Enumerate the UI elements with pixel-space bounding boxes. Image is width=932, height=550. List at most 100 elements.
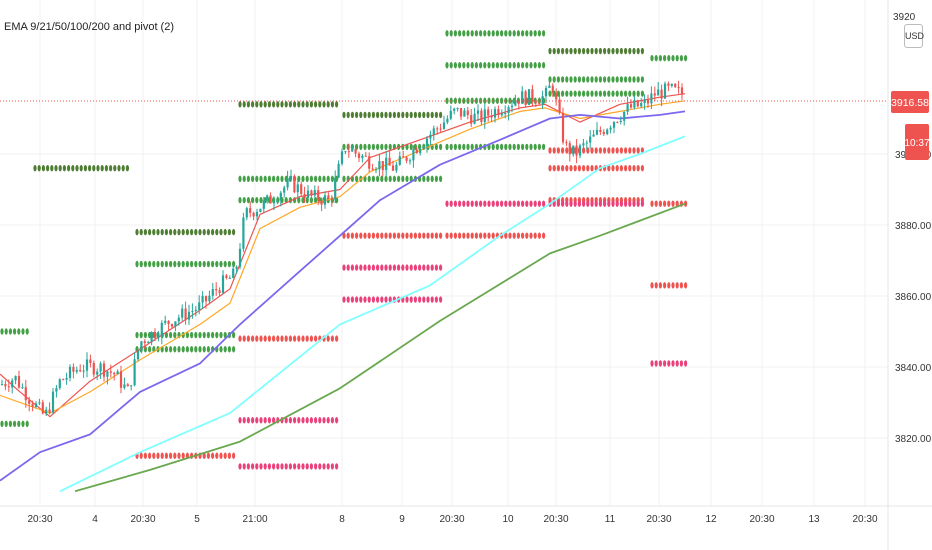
candle-body — [351, 149, 354, 152]
pivot-dot — [504, 97, 508, 104]
pivot-dot — [542, 200, 546, 207]
pivot-dot — [251, 196, 255, 204]
pivot-dot — [611, 90, 615, 97]
pivot-dot — [223, 346, 227, 353]
candle-body — [538, 103, 541, 105]
candle-body — [446, 118, 449, 123]
pivot-dot — [453, 97, 457, 104]
pivot-dot — [152, 260, 156, 268]
pivot-dot — [466, 62, 470, 69]
ema-line-ema9 — [0, 93, 686, 418]
pivot-dot — [181, 228, 185, 236]
pivot-dot — [529, 62, 533, 69]
countdown-label: 10:37 — [904, 138, 929, 149]
candle-body — [354, 149, 357, 154]
pivot-dot — [466, 30, 470, 37]
pivot-dot — [259, 335, 263, 342]
pivot-dot — [169, 260, 173, 268]
pivot-dot — [491, 30, 495, 37]
pivot-dot — [198, 331, 202, 339]
candle-body — [555, 92, 558, 100]
candle-body — [215, 289, 218, 291]
candle-body — [303, 193, 306, 199]
pivot-dot — [611, 200, 615, 207]
candle-body — [72, 366, 75, 372]
pivot-dot — [314, 101, 318, 108]
pivot-dot — [573, 47, 577, 55]
pivot-dot — [542, 62, 546, 69]
candle-body — [371, 168, 374, 170]
pivot-dot — [650, 282, 654, 289]
candle-body — [606, 129, 609, 135]
currency-button[interactable]: USD — [904, 24, 924, 48]
pivot-dot — [663, 200, 667, 207]
candle-body — [660, 89, 663, 99]
pivot-level — [650, 54, 688, 62]
candle-body — [548, 85, 551, 88]
pivot-dot — [181, 452, 185, 459]
pivot-dot — [346, 264, 350, 271]
pivot-dot — [521, 30, 525, 37]
pivot-dot — [276, 101, 280, 108]
pivot-dot — [628, 165, 632, 172]
pivot-dot — [267, 175, 271, 183]
pivot-dot — [640, 90, 645, 97]
candle-body — [24, 387, 27, 401]
candle-body — [283, 187, 286, 193]
pivot-dot — [280, 463, 284, 470]
candle-body — [106, 371, 109, 377]
x-tick-label: 20:30 — [852, 514, 877, 525]
pivot-dot — [500, 62, 504, 69]
pivot-dot — [135, 228, 139, 236]
pivot-dot — [533, 232, 537, 239]
x-tick-label: 4 — [92, 514, 98, 525]
candle-body — [133, 359, 136, 386]
pivot-dot — [346, 296, 350, 303]
candle-body — [578, 145, 582, 156]
pivot-dot — [246, 463, 250, 470]
candle-body — [439, 128, 442, 130]
pivot-dot — [409, 296, 413, 303]
pivot-dot — [573, 165, 577, 172]
pivot-dot — [376, 143, 380, 151]
pivot-dot — [380, 264, 384, 271]
candle-body — [534, 101, 537, 104]
pivot-dot — [297, 463, 301, 470]
candle-body — [391, 165, 395, 171]
pivot-dot — [280, 101, 284, 108]
pivot-dot — [516, 143, 521, 151]
candle-body — [102, 363, 106, 377]
pivot-dot — [470, 232, 474, 239]
pivot-dot — [259, 101, 263, 108]
pivot-dot — [495, 143, 499, 151]
pivot-dot — [309, 335, 313, 342]
pivot-dot — [104, 165, 108, 172]
pivot-dot — [160, 452, 164, 459]
pivot-dot — [160, 260, 164, 268]
pivot-dot — [88, 165, 92, 172]
candle-body — [208, 295, 211, 302]
pivot-dot — [259, 196, 263, 204]
pivot-dot — [569, 47, 573, 55]
pivot-dot — [190, 260, 194, 268]
pivot-dot — [143, 331, 147, 339]
pivot-dot — [272, 335, 276, 342]
candle-body — [45, 409, 48, 414]
pivot-dot — [565, 200, 569, 207]
pivot-dot — [305, 175, 309, 183]
pivot-dot — [525, 143, 529, 151]
pivot-dot — [121, 165, 125, 172]
pivot-dot — [516, 200, 521, 207]
pivot-dot — [422, 296, 426, 303]
pivot-dot — [223, 331, 227, 339]
pivot-dot — [512, 200, 516, 207]
pivot-dot — [242, 417, 246, 424]
candle-body — [313, 190, 316, 196]
pivot-dot — [238, 417, 242, 424]
candle-body — [677, 87, 680, 89]
pivot-dot — [504, 200, 508, 207]
pivot-dot — [529, 200, 533, 207]
pivot-dot — [156, 228, 160, 236]
pivot-dot — [430, 296, 434, 303]
